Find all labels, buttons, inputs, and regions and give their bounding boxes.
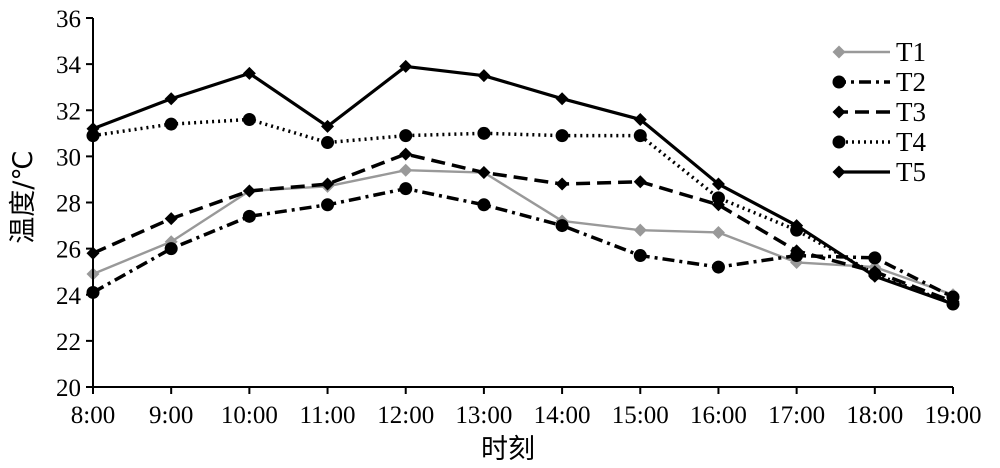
- data-point: [321, 198, 335, 212]
- legend-item-t4: T4: [832, 127, 926, 157]
- data-point: [868, 269, 882, 283]
- data-point: [164, 92, 178, 106]
- data-point: [633, 129, 647, 143]
- legend-marker: [832, 165, 846, 179]
- legend-marker: [832, 45, 846, 59]
- legend-label: T1: [896, 37, 926, 67]
- data-point: [164, 242, 178, 256]
- data-point: [711, 177, 725, 191]
- data-point: [399, 129, 413, 143]
- data-point: [242, 66, 256, 80]
- data-point: [321, 136, 335, 150]
- series-layer: [86, 59, 960, 311]
- y-tick-label: 24: [56, 283, 82, 310]
- y-tick-label: 28: [56, 191, 81, 218]
- data-point: [399, 59, 413, 73]
- data-point: [633, 112, 647, 126]
- y-tick-label: 26: [56, 237, 81, 264]
- data-point: [321, 177, 335, 191]
- data-point: [399, 182, 413, 196]
- x-tick-label: 16:00: [690, 402, 747, 429]
- data-point: [555, 92, 569, 106]
- legend-item-t2: T2: [832, 67, 926, 97]
- data-point: [633, 175, 647, 189]
- data-point: [164, 117, 178, 131]
- legend-item-t5: T5: [832, 157, 926, 187]
- series-line-t5: [92, 64, 954, 306]
- series-line-t2: [92, 186, 954, 299]
- x-tick-label: 14:00: [534, 402, 591, 429]
- data-point: [711, 260, 725, 274]
- data-point: [633, 249, 647, 263]
- y-axis-title: 温度/℃: [8, 150, 39, 243]
- x-tick-label: 8:00: [71, 402, 115, 429]
- data-point: [790, 244, 804, 258]
- y-tick-label: 22: [56, 329, 81, 356]
- data-point: [164, 212, 178, 226]
- series-t5: [86, 59, 960, 311]
- y-tick-label: 32: [56, 98, 81, 125]
- data-point: [399, 163, 413, 177]
- data-point: [477, 126, 491, 140]
- series-t2: [86, 182, 960, 304]
- series-t1: [86, 163, 960, 302]
- data-point: [946, 297, 960, 311]
- series-line-t3: [92, 152, 954, 304]
- data-point: [555, 129, 569, 143]
- data-point: [790, 219, 804, 233]
- x-tick-label: 12:00: [377, 402, 434, 429]
- legend-marker: [832, 135, 846, 149]
- legend-label: T5: [896, 157, 926, 187]
- legend-label: T4: [896, 127, 926, 157]
- data-point: [477, 69, 491, 83]
- legend-label: T2: [896, 67, 926, 97]
- x-axis-ticks: 8:00 9:00 10:00 11:00 12:00 13:00 14:00 15:00 16…: [71, 387, 982, 429]
- x-axis-title: 时刻: [481, 434, 535, 465]
- y-tick-label: 36: [56, 6, 81, 33]
- data-point: [242, 184, 256, 198]
- y-axis-ticks: 20 22 24 26 28 30 32 34 36: [56, 6, 93, 402]
- y-tick-label: 20: [56, 375, 81, 402]
- x-tick-label: 9:00: [149, 402, 193, 429]
- x-tick-label: 10:00: [221, 402, 278, 429]
- legend-marker: [832, 75, 846, 89]
- legend-item-t1: T1: [832, 37, 926, 67]
- data-point: [555, 219, 569, 233]
- x-tick-label: 19:00: [925, 402, 982, 429]
- data-point: [868, 251, 882, 265]
- x-tick-label: 15:00: [612, 402, 669, 429]
- data-point: [399, 147, 413, 161]
- data-point: [477, 166, 491, 180]
- data-point: [711, 191, 725, 205]
- data-point: [477, 198, 491, 212]
- legend-marker: [832, 105, 846, 119]
- series-t3: [86, 147, 960, 309]
- series-line-t4: [92, 117, 954, 306]
- data-point: [242, 112, 256, 126]
- data-point: [633, 223, 647, 237]
- x-tick-label: 13:00: [455, 402, 512, 429]
- data-point: [321, 119, 335, 133]
- legend-item-t3: T3: [832, 97, 926, 127]
- x-tick-label: 17:00: [768, 402, 825, 429]
- y-tick-label: 30: [56, 144, 81, 171]
- legend-label: T3: [896, 97, 926, 127]
- x-tick-label: 11:00: [300, 402, 356, 429]
- data-point: [711, 225, 725, 239]
- series-line-t1: [92, 169, 954, 296]
- data-point: [242, 209, 256, 223]
- y-tick-label: 34: [56, 52, 82, 79]
- data-point: [555, 177, 569, 191]
- x-tick-label: 18:00: [846, 402, 903, 429]
